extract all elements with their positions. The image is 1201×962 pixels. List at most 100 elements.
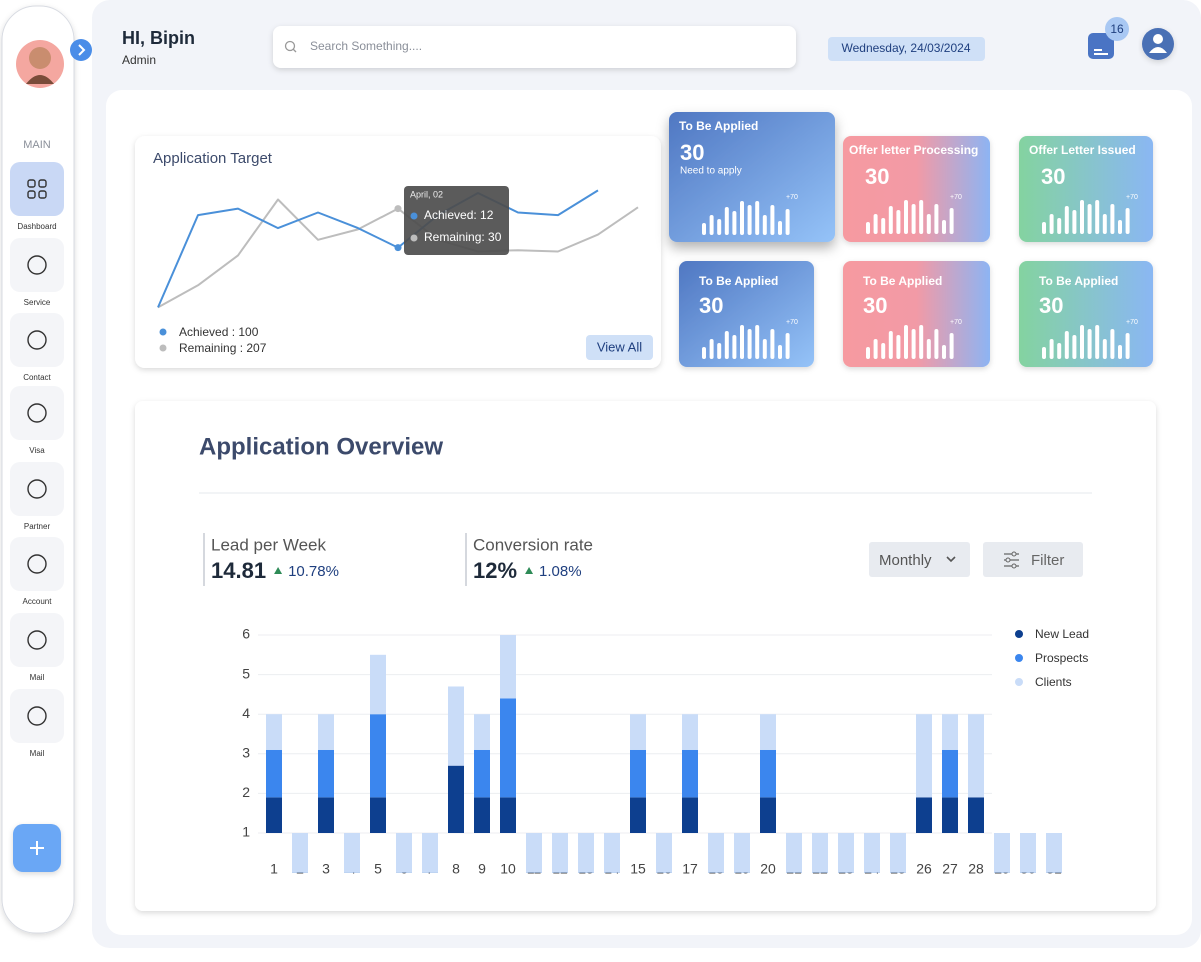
nav-item[interactable]: [10, 313, 64, 367]
bar-segment: [318, 749, 334, 798]
y-tick-label: 1: [242, 824, 250, 840]
nav-icon: [38, 179, 47, 188]
card-value: 30: [865, 164, 889, 189]
card-value: 30: [863, 293, 887, 318]
mini-bar: [873, 339, 878, 359]
card-badge: +70: [950, 194, 962, 201]
mini-bar: [904, 200, 908, 234]
stat-card[interactable]: [669, 112, 835, 242]
x-tick-label: 15: [630, 861, 646, 877]
legend-label[interactable]: New Lead: [1035, 627, 1089, 641]
chevron-icon: [78, 44, 86, 56]
mini-bar: [934, 329, 939, 359]
card-title: To Be Applied: [699, 274, 778, 288]
nav-item[interactable]: [10, 162, 64, 216]
notification-button[interactable]: [1088, 33, 1114, 59]
mini-bar: [1125, 208, 1130, 234]
mini-bar: [881, 218, 886, 234]
greeting: HI, Bipin: [122, 28, 195, 48]
nav-label: Dashboard: [17, 222, 56, 231]
mini-bar: [866, 347, 870, 359]
bar-segment: [344, 833, 360, 873]
nav-item[interactable]: [10, 613, 64, 667]
x-tick-label: 27: [942, 861, 958, 877]
filter-knob: [1005, 557, 1011, 563]
nav-label: Contact: [23, 373, 51, 382]
date-pill: [828, 37, 985, 61]
mini-bar: [717, 219, 722, 235]
x-tick-label: 1: [270, 861, 278, 877]
tooltip-item: Remaining: 30: [424, 230, 502, 244]
mini-bar: [934, 204, 939, 234]
legend-label[interactable]: Clients: [1035, 675, 1072, 689]
mini-bar: [1087, 329, 1092, 359]
dropdown-icon: [946, 556, 956, 563]
mini-bar: [1087, 204, 1092, 234]
notification-count: 16: [1110, 22, 1124, 36]
mini-bar: [926, 339, 931, 359]
mini-bar: [1042, 347, 1046, 359]
bar-segment: [942, 749, 958, 798]
mini-bar: [1118, 220, 1122, 234]
x-tick-label: 20: [760, 861, 776, 877]
mini-bar: [1080, 325, 1084, 359]
tooltip-item: Achieved: 12: [424, 208, 494, 222]
bar-segment: [266, 797, 282, 833]
bar-segment: [604, 833, 620, 873]
bar-segment: [942, 714, 958, 750]
bar-segment: [396, 833, 412, 873]
bar-segment: [630, 749, 646, 798]
bar-segment: [916, 797, 932, 833]
bar-segment: [890, 833, 906, 873]
bar-segment: [370, 654, 386, 715]
mini-bar: [942, 220, 946, 234]
mini-bar: [1125, 333, 1130, 359]
mini-bar: [911, 204, 916, 234]
expand-button[interactable]: [70, 39, 92, 61]
mini-bar: [1057, 343, 1062, 359]
card-subtitle: Need to apply: [680, 166, 742, 177]
mini-bar: [1057, 218, 1062, 234]
bar-segment: [760, 749, 776, 798]
nav-item[interactable]: [10, 462, 64, 516]
search-box[interactable]: [273, 26, 796, 68]
y-tick-label: 6: [242, 626, 250, 642]
card-value: 30: [699, 293, 723, 318]
bar-segment: [630, 797, 646, 833]
card-badge: +70: [1126, 319, 1138, 326]
card-badge: +70: [950, 319, 962, 326]
nav-item[interactable]: [10, 537, 64, 591]
bar-segment: [474, 749, 490, 798]
filter-button[interactable]: [983, 542, 1083, 577]
legend-label[interactable]: Prospects: [1035, 651, 1088, 665]
plus-icon: [30, 841, 44, 855]
x-tick-label: 17: [682, 861, 698, 877]
card-title: To Be Applied: [1039, 274, 1118, 288]
bar-segment: [500, 797, 516, 833]
nav-icon: [27, 179, 36, 188]
nav-item[interactable]: [10, 238, 64, 292]
mini-bar: [770, 329, 775, 359]
bar-segment: [994, 833, 1010, 873]
mini-bar: [709, 215, 714, 235]
legend-dot: [1015, 678, 1023, 686]
bar-segment: [708, 833, 724, 873]
view-all-button[interactable]: [586, 335, 653, 360]
mini-bar: [747, 329, 752, 359]
nav-item[interactable]: [10, 386, 64, 440]
metric-change: 10.78%: [288, 563, 339, 580]
nav-item[interactable]: [10, 689, 64, 743]
mini-bar: [724, 331, 729, 359]
mini-bar: [942, 345, 946, 359]
mini-bar: [926, 214, 931, 234]
bar-segment: [500, 698, 516, 798]
bar-segment: [266, 714, 282, 750]
filter-knob: [1011, 563, 1017, 569]
mini-bar: [732, 335, 737, 359]
metric-label: Conversion rate: [473, 535, 593, 554]
mini-bar: [747, 205, 752, 235]
mini-bar: [1042, 222, 1046, 234]
period-dropdown[interactable]: [869, 542, 970, 577]
mini-bar: [1080, 200, 1084, 234]
